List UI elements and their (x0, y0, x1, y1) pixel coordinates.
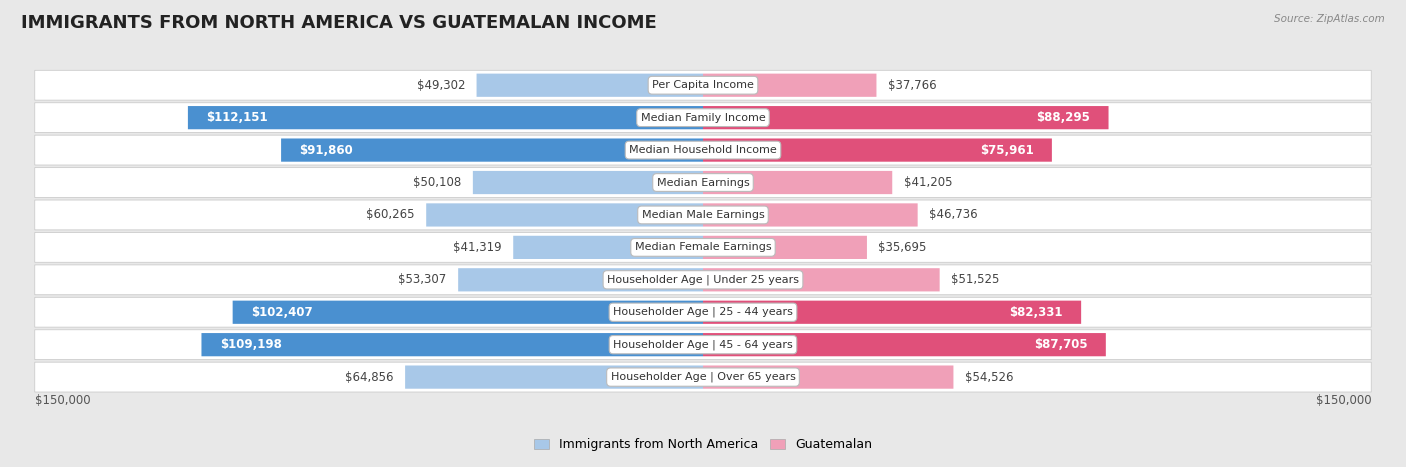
FancyBboxPatch shape (35, 135, 1371, 165)
Text: $54,526: $54,526 (965, 371, 1014, 383)
Text: $46,736: $46,736 (929, 208, 977, 221)
FancyBboxPatch shape (477, 74, 703, 97)
Text: $41,205: $41,205 (904, 176, 952, 189)
FancyBboxPatch shape (703, 268, 939, 291)
FancyBboxPatch shape (405, 366, 703, 389)
FancyBboxPatch shape (35, 168, 1371, 198)
Legend: Immigrants from North America, Guatemalan: Immigrants from North America, Guatemala… (529, 433, 877, 456)
Text: $88,295: $88,295 (1036, 111, 1090, 124)
Text: Median Earnings: Median Earnings (657, 177, 749, 188)
FancyBboxPatch shape (703, 236, 868, 259)
FancyBboxPatch shape (703, 333, 1107, 356)
Text: $87,705: $87,705 (1033, 338, 1087, 351)
Text: Median Female Earnings: Median Female Earnings (634, 242, 772, 252)
FancyBboxPatch shape (703, 301, 1081, 324)
Text: Householder Age | Over 65 years: Householder Age | Over 65 years (610, 372, 796, 382)
Text: $112,151: $112,151 (207, 111, 269, 124)
Text: Source: ZipAtlas.com: Source: ZipAtlas.com (1274, 14, 1385, 24)
FancyBboxPatch shape (35, 330, 1371, 360)
FancyBboxPatch shape (232, 301, 703, 324)
Text: Median Male Earnings: Median Male Earnings (641, 210, 765, 220)
Text: Householder Age | 25 - 44 years: Householder Age | 25 - 44 years (613, 307, 793, 318)
Text: $50,108: $50,108 (413, 176, 461, 189)
Text: $64,856: $64,856 (344, 371, 394, 383)
Text: $75,961: $75,961 (980, 143, 1033, 156)
Text: $82,331: $82,331 (1010, 306, 1063, 319)
FancyBboxPatch shape (703, 74, 876, 97)
Text: $102,407: $102,407 (252, 306, 312, 319)
Text: Median Household Income: Median Household Income (628, 145, 778, 155)
FancyBboxPatch shape (281, 139, 703, 162)
Text: Householder Age | Under 25 years: Householder Age | Under 25 years (607, 275, 799, 285)
FancyBboxPatch shape (35, 103, 1371, 133)
Text: $109,198: $109,198 (219, 338, 281, 351)
FancyBboxPatch shape (703, 203, 918, 226)
FancyBboxPatch shape (703, 139, 1052, 162)
Text: Median Family Income: Median Family Income (641, 113, 765, 123)
Text: $150,000: $150,000 (1316, 394, 1371, 407)
FancyBboxPatch shape (458, 268, 703, 291)
Text: $37,766: $37,766 (889, 79, 936, 92)
FancyBboxPatch shape (426, 203, 703, 226)
Text: $150,000: $150,000 (35, 394, 90, 407)
FancyBboxPatch shape (703, 106, 1108, 129)
Text: $35,695: $35,695 (879, 241, 927, 254)
Text: $51,525: $51,525 (950, 273, 1000, 286)
FancyBboxPatch shape (35, 362, 1371, 392)
FancyBboxPatch shape (513, 236, 703, 259)
FancyBboxPatch shape (35, 71, 1371, 100)
Text: $49,302: $49,302 (416, 79, 465, 92)
Text: Per Capita Income: Per Capita Income (652, 80, 754, 90)
Text: IMMIGRANTS FROM NORTH AMERICA VS GUATEMALAN INCOME: IMMIGRANTS FROM NORTH AMERICA VS GUATEMA… (21, 14, 657, 32)
Text: $60,265: $60,265 (366, 208, 415, 221)
FancyBboxPatch shape (703, 171, 893, 194)
Text: Householder Age | 45 - 64 years: Householder Age | 45 - 64 years (613, 340, 793, 350)
Text: $53,307: $53,307 (398, 273, 447, 286)
FancyBboxPatch shape (35, 265, 1371, 295)
FancyBboxPatch shape (703, 366, 953, 389)
Text: $91,860: $91,860 (299, 143, 353, 156)
FancyBboxPatch shape (35, 200, 1371, 230)
FancyBboxPatch shape (188, 106, 703, 129)
FancyBboxPatch shape (201, 333, 703, 356)
FancyBboxPatch shape (472, 171, 703, 194)
Text: $41,319: $41,319 (453, 241, 502, 254)
FancyBboxPatch shape (35, 297, 1371, 327)
FancyBboxPatch shape (35, 233, 1371, 262)
